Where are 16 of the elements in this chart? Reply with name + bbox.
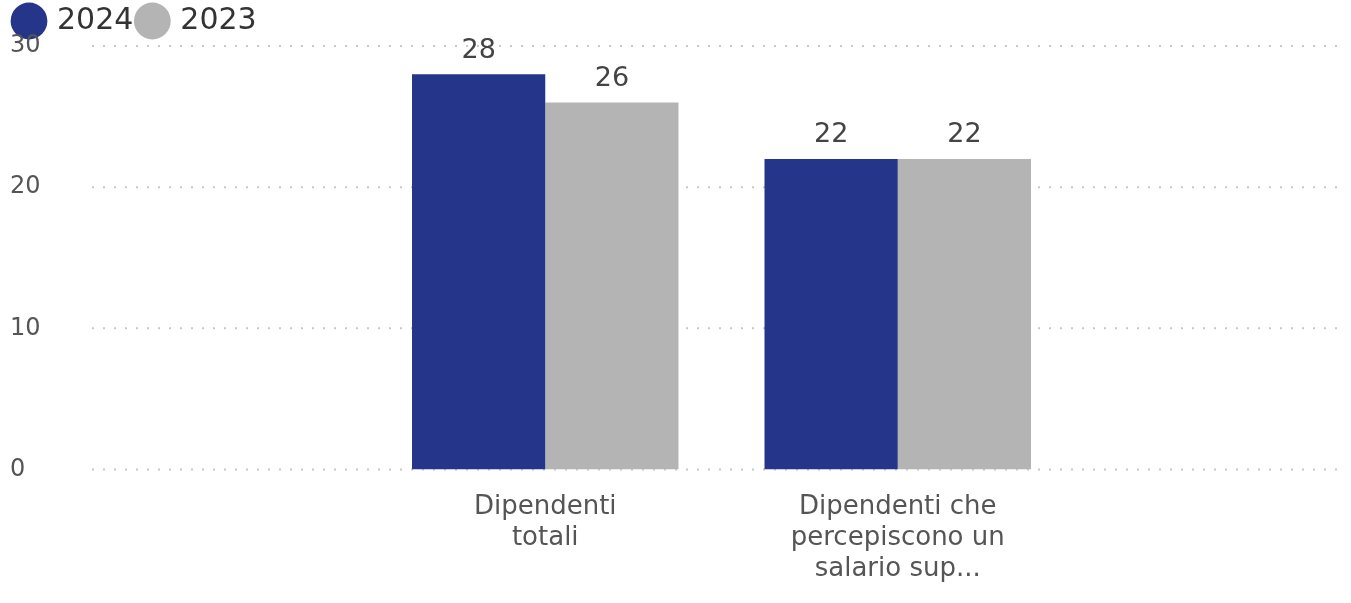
bar	[764, 158, 898, 470]
x-tick-label: Dipendenti che percepiscono un salario sup...	[790, 489, 1005, 583]
data-label: 22	[947, 117, 982, 149]
bar	[897, 158, 1031, 470]
legend-label: 2024	[57, 0, 134, 36]
y-tick-label: 10	[10, 312, 41, 341]
data-label: 22	[813, 117, 849, 149]
y-tick-label: 30	[10, 30, 41, 59]
data-label: 26	[594, 60, 630, 92]
bar	[412, 74, 546, 470]
data-label: 28	[461, 32, 496, 64]
legend-label: 2023	[180, 0, 257, 36]
y-tick-label: 0	[10, 453, 26, 482]
bar	[545, 102, 679, 470]
x-tick-label: Dipendenti totali	[473, 489, 617, 551]
y-tick-label: 20	[10, 171, 41, 200]
